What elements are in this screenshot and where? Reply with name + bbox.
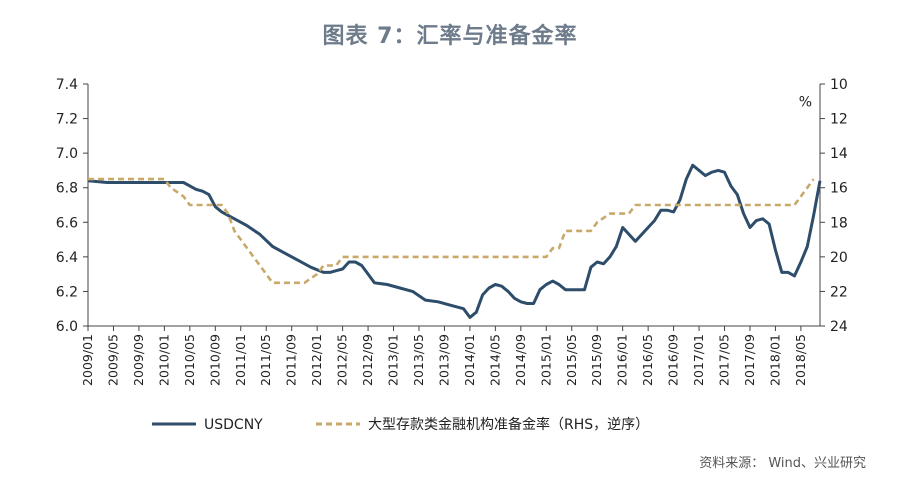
x-tick-label: 2017/01	[691, 334, 706, 386]
x-tick-label: 2012/05	[335, 334, 350, 386]
right-y-tick-label: 20	[830, 250, 848, 266]
x-tick-label: 2014/01	[462, 334, 477, 386]
left-y-tick-label: 6.2	[56, 284, 78, 300]
x-tick-label: 2015/09	[589, 334, 604, 386]
series-rrr	[88, 177, 815, 285]
x-tick-label: 2014/05	[487, 334, 502, 386]
legend-rrr-label: 大型存款类金融机构准备金率（RHS，逆序）	[368, 416, 649, 433]
left-y-tick-label: 6.8	[56, 181, 78, 197]
x-tick-label: 2016/05	[640, 334, 655, 386]
left-y-tick-label: 6.4	[56, 250, 78, 266]
x-tick-label: 2013/09	[436, 334, 451, 386]
left-y-tick-label: 7.4	[56, 77, 78, 93]
right-y-tick-label: 14	[830, 146, 848, 162]
usdcny-line	[87, 163, 822, 319]
x-tick-label: 2015/01	[538, 334, 553, 386]
x-tick-label: 2014/09	[513, 334, 528, 386]
x-tick-label: 2009/05	[105, 334, 120, 386]
x-tick-label: 2018/05	[793, 334, 808, 386]
right-y-tick-label: 18	[830, 215, 848, 231]
series-layer	[87, 163, 822, 319]
x-tick-label: 2011/01	[233, 334, 248, 386]
x-tick-label: 2013/01	[386, 334, 401, 386]
x-tick-label: 2011/05	[258, 334, 273, 386]
x-tick-label: 2012/01	[309, 334, 324, 386]
axes-layer: 6.0 6.2 6.4 6.6 6.8 7.0 7.2 7.4 10 12 14 16 18 20 22 24…	[56, 77, 848, 386]
x-tick-label: 2016/09	[666, 334, 681, 386]
right-axis-unit: %	[799, 94, 812, 110]
right-y-tick-label: 16	[830, 181, 848, 197]
chart-title: 图表 7：汇率与准备金率	[322, 24, 578, 49]
x-tick-label: 2015/05	[564, 334, 579, 386]
x-tick-label: 2016/01	[615, 334, 630, 386]
right-y-tick-label: 12	[830, 112, 848, 128]
left-y-tick-label: 6.0	[56, 319, 78, 335]
rrr-line	[88, 177, 815, 285]
x-tick-label: 2010/01	[156, 334, 171, 386]
x-tick-label: 2010/05	[182, 334, 197, 386]
source-note: 资料来源： Wind、兴业研究	[699, 456, 866, 471]
x-tick-label: 2017/05	[717, 334, 732, 386]
series-usdcny	[87, 163, 822, 319]
x-tick-label: 2013/05	[411, 334, 426, 386]
x-tick-label: 2011/09	[284, 334, 299, 386]
right-y-tick-label: 24	[830, 319, 848, 335]
x-tick-label: 2010/09	[207, 334, 222, 386]
right-y-tick-label: 22	[830, 284, 848, 300]
right-y-tick-label: 10	[830, 77, 848, 93]
x-tick-label: 2009/09	[131, 334, 146, 386]
left-y-tick-label: 7.0	[56, 146, 78, 162]
x-tick-label: 2018/01	[767, 334, 782, 386]
x-tick-label: 2009/01	[80, 334, 95, 386]
left-y-tick-label: 7.2	[56, 112, 78, 128]
x-tick-label: 2012/09	[360, 334, 375, 386]
x-tick-label: 2017/09	[742, 334, 757, 386]
legend: USDCNY 大型存款类金融机构准备金率（RHS，逆序）	[152, 416, 649, 433]
left-y-tick-label: 6.6	[56, 215, 78, 231]
legend-usdcny-label: USDCNY	[204, 417, 263, 433]
